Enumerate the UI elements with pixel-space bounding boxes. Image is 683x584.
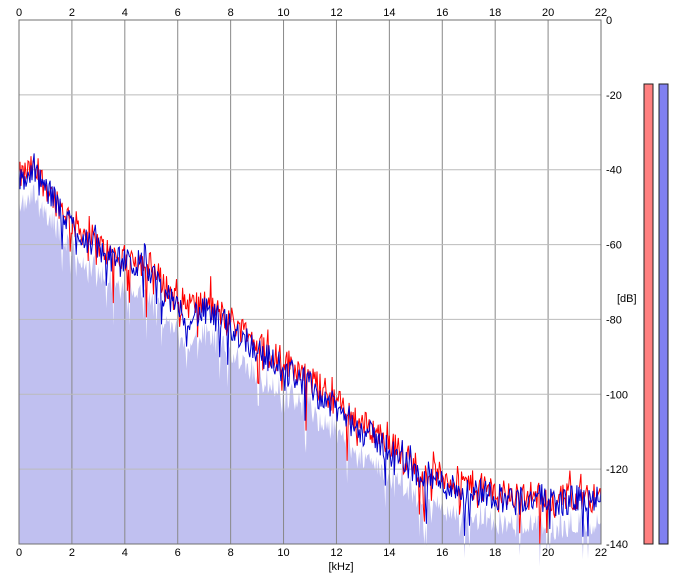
- x-tick-label-top: 20: [542, 7, 554, 19]
- y-tick-label: -80: [606, 314, 622, 326]
- x-ticks-top: 0 2 4 6 8 10 12 14 16 18 20 22: [16, 7, 607, 19]
- x-tick-label-bottom: 6: [175, 547, 181, 559]
- level-meter-0: [643, 83, 654, 545]
- series-lines: [18, 153, 602, 544]
- x-tick-label-top: 18: [489, 7, 501, 19]
- x-axis-label: [kHz]: [328, 561, 353, 573]
- level-meters: [643, 83, 669, 545]
- plot-frame: [18, 19, 602, 545]
- y-tick-label: -140: [606, 539, 628, 551]
- y-tick-label: -20: [606, 90, 622, 102]
- level-meter-1: [658, 83, 669, 545]
- x-tick-label-bottom: 18: [489, 547, 501, 559]
- x-tick-label-bottom: 12: [330, 547, 342, 559]
- x-tick-label-bottom: 10: [277, 547, 289, 559]
- x-tick-label-top: 0: [16, 7, 22, 19]
- y-tick-label: -100: [606, 389, 628, 401]
- x-tick-label-top: 2: [69, 7, 75, 19]
- x-tick-label-top: 10: [277, 7, 289, 19]
- x-tick-label-top: 12: [330, 7, 342, 19]
- x-tick-label-top: 14: [383, 7, 395, 19]
- x-tick-label-top: 4: [122, 7, 128, 19]
- y-axis-label: [dB]: [617, 293, 637, 305]
- y-tick-label: 0: [606, 15, 612, 27]
- x-ticks-bottom: 0 2 4 6 8 10 12 14 16 18 20 22: [16, 547, 607, 559]
- y-tick-label: -120: [606, 464, 628, 476]
- x-tick-label-bottom: 22: [595, 547, 607, 559]
- x-tick-label-top: 22: [595, 7, 607, 19]
- series-line-0: [18, 156, 602, 544]
- x-tick-label-top: 6: [175, 7, 181, 19]
- series-line-1: [18, 153, 602, 537]
- x-tick-label-top: 8: [228, 7, 234, 19]
- x-tick-label-bottom: 8: [228, 547, 234, 559]
- x-tick-label-bottom: 4: [122, 547, 128, 559]
- x-tick-label-bottom: 2: [69, 547, 75, 559]
- x-tick-label-bottom: 20: [542, 547, 554, 559]
- x-tick-label-top: 16: [436, 7, 448, 19]
- x-tick-label-bottom: 16: [436, 547, 448, 559]
- x-tick-label-bottom: 0: [16, 547, 22, 559]
- y-tick-label: -60: [606, 240, 622, 252]
- y-ticks-right: 0 -20 -40 -60 -80 -100 -120 -140: [606, 15, 628, 551]
- spectrum-fill-area: [19, 183, 601, 567]
- x-tick-label-bottom: 14: [383, 547, 395, 559]
- y-tick-label: -40: [606, 165, 622, 177]
